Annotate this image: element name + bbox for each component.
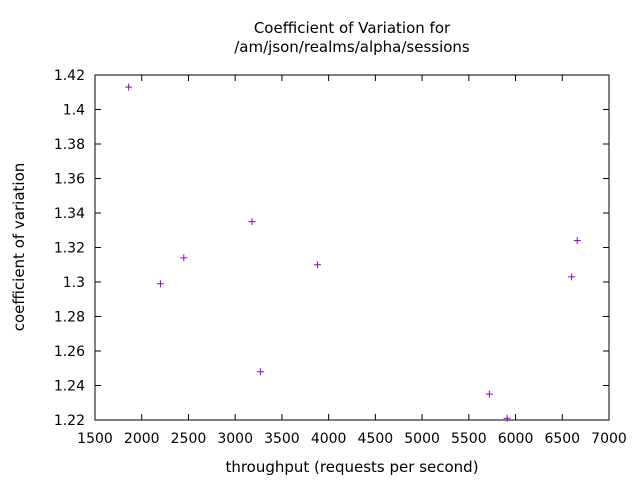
x-tick-label: 4000 (311, 431, 347, 447)
x-tick-label: 2000 (124, 431, 160, 447)
x-tick-label: 3500 (264, 431, 300, 447)
x-axis: 1500 2000 2500 3000 3500 4000 4500 5000 5500 6000… (77, 75, 627, 447)
x-tick-label: 5000 (404, 431, 440, 447)
y-tick-label: 1.22 (54, 413, 85, 429)
x-tick-label: 2500 (171, 431, 207, 447)
data-point (503, 414, 511, 422)
y-axis-label: coefficient of variation (10, 163, 28, 332)
y-tick-label: 1.36 (54, 172, 85, 188)
y-tick-label: 1.32 (54, 241, 85, 257)
data-point (568, 273, 576, 281)
data-series (125, 83, 581, 422)
y-tick-label: 1.38 (54, 137, 85, 153)
x-tick-label: 1500 (77, 431, 113, 447)
y-tick-label: 1.4 (63, 103, 85, 119)
x-tick-label: 6500 (544, 431, 580, 447)
x-tick-label: 5500 (451, 431, 487, 447)
x-tick-label: 7000 (591, 431, 627, 447)
data-point (248, 218, 256, 226)
chart-title-line-2: /am/json/realms/alpha/sessions (234, 38, 470, 56)
chart-title: Coefficient of Variation for /am/json/re… (234, 19, 470, 56)
x-tick-label: 4500 (358, 431, 394, 447)
data-point (180, 254, 188, 262)
data-point (256, 368, 264, 376)
data-point (485, 390, 493, 398)
data-point (125, 83, 133, 91)
chart-title-line-1: Coefficient of Variation for (254, 19, 451, 37)
y-tick-label: 1.3 (63, 275, 85, 291)
y-tick-label: 1.42 (54, 68, 85, 84)
y-tick-label: 1.26 (54, 344, 85, 360)
x-tick-label: 6000 (498, 431, 534, 447)
data-point (573, 237, 581, 245)
y-axis: 1.22 1.24 1.26 1.28 1.3 1.32 1.34 1.36 1.38 1.4 1.… (54, 68, 609, 429)
x-tick-label: 3000 (217, 431, 253, 447)
data-point (156, 280, 164, 288)
data-point (313, 261, 321, 269)
y-tick-label: 1.34 (54, 206, 85, 222)
x-axis-label: throughput (requests per second) (225, 458, 478, 476)
y-tick-label: 1.28 (54, 310, 85, 326)
plot-area-border (94, 74, 610, 421)
y-tick-label: 1.24 (54, 379, 85, 395)
